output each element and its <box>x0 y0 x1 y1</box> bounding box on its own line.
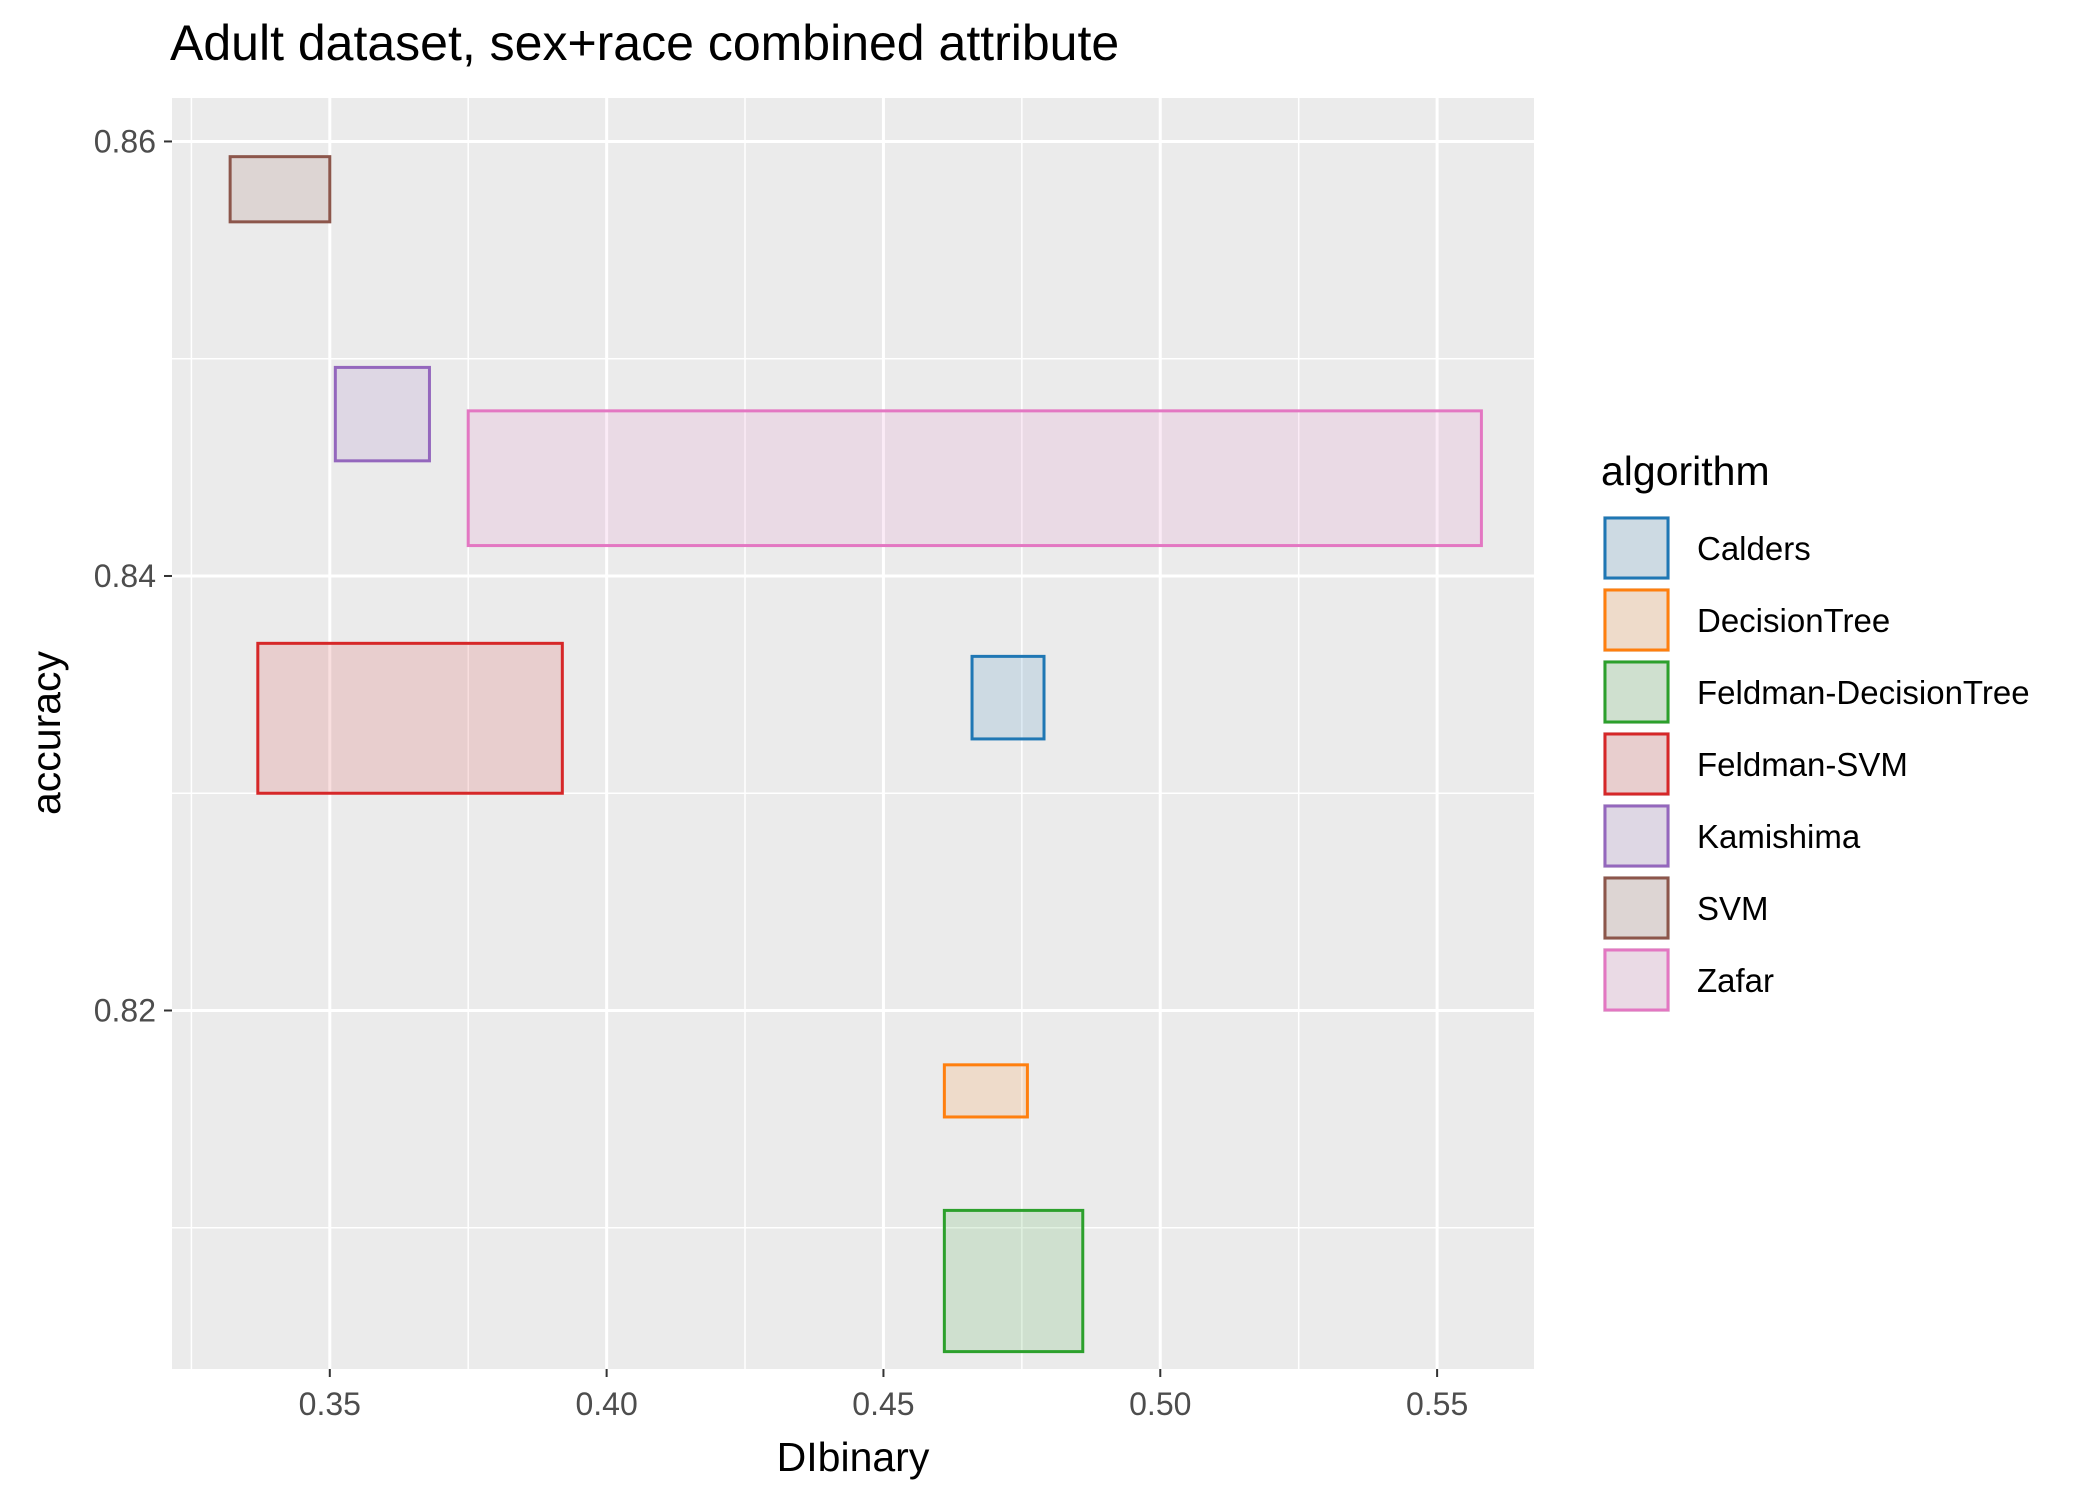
legend-label-zafar: Zafar <box>1697 962 1774 999</box>
y-tick-label: 0.86 <box>94 123 156 159</box>
x-tick-label: 0.55 <box>1406 1386 1468 1422</box>
y-axis: 0.82 0.84 0.86 <box>94 123 172 1029</box>
rect-feldman-svm <box>256 641 564 795</box>
legend-key-bg <box>1603 516 1670 580</box>
rect-zafar <box>466 409 1483 548</box>
x-tick-label: 0.50 <box>1129 1386 1191 1422</box>
x-tick-label: 0.40 <box>575 1386 637 1422</box>
legend-key-zafar <box>1603 948 1670 1012</box>
legend-key-bg <box>1603 732 1670 796</box>
legend-key-feldman-decisiontree <box>1603 660 1670 724</box>
chart-title: Adult dataset, sex+race combined attribu… <box>170 15 1119 71</box>
legend-label-svm: SVM <box>1697 890 1769 927</box>
legend-key-feldman-svm <box>1603 732 1670 796</box>
legend-key-kamishima <box>1603 804 1670 868</box>
legend-key-bg <box>1603 588 1670 652</box>
rect-svm <box>228 155 332 224</box>
rect-feldman-decisiontree <box>942 1208 1085 1354</box>
legend-label-kamishima: Kamishima <box>1697 818 1861 855</box>
x-tick-label: 0.45 <box>852 1386 914 1422</box>
x-axis-label: DIbinary <box>777 1434 930 1480</box>
legend-key-decisiontree <box>1603 588 1670 652</box>
x-axis: 0.35 0.40 0.45 0.50 0.55 <box>299 1369 1468 1422</box>
legend-key-bg <box>1603 804 1670 868</box>
legend-title: algorithm <box>1601 448 1770 494</box>
legend-label-decisiontree: DecisionTree <box>1697 602 1890 639</box>
x-tick-label: 0.35 <box>299 1386 361 1422</box>
legend-key-calders <box>1603 516 1670 580</box>
data-rects <box>228 155 1483 1354</box>
y-tick-label: 0.84 <box>94 558 156 594</box>
legend: Calders DecisionTree Feldman-DecisionTree F… <box>1603 516 2030 1012</box>
legend-label-calders: Calders <box>1697 530 1811 567</box>
plot-panel <box>172 98 1534 1369</box>
legend-key-bg <box>1603 876 1670 940</box>
rect-calders <box>970 654 1046 741</box>
rect-decisiontree <box>942 1063 1029 1119</box>
grid-major <box>172 98 1534 1369</box>
legend-label-feldman-decisiontree: Feldman-DecisionTree <box>1697 674 2030 711</box>
legend-label-feldman-svm: Feldman-SVM <box>1697 746 1908 783</box>
y-tick-label: 0.82 <box>94 993 156 1029</box>
grid-minor <box>172 98 1534 1369</box>
legend-key-svm <box>1603 876 1670 940</box>
legend-key-bg <box>1603 948 1670 1012</box>
y-axis-label: accuracy <box>23 650 69 815</box>
rect-kamishima <box>333 365 431 463</box>
legend-key-bg <box>1603 660 1670 724</box>
